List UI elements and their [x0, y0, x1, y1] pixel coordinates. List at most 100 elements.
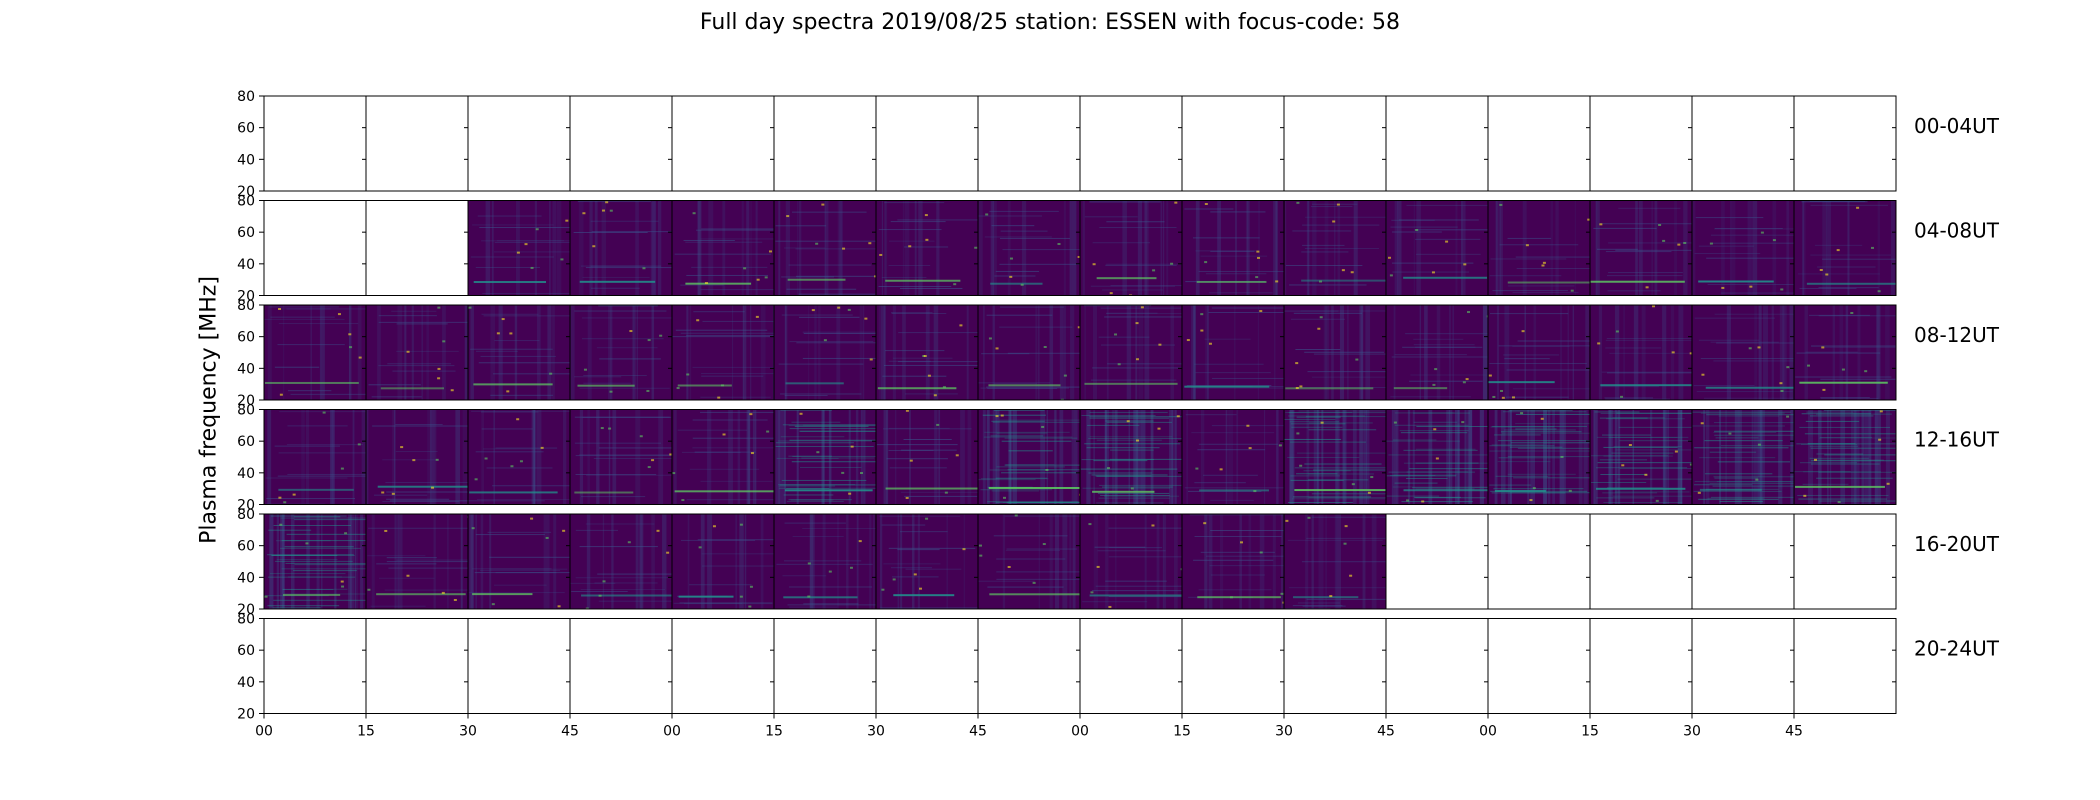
- spectrum-line: [1713, 431, 1777, 433]
- spectrum-speckle: [925, 517, 929, 520]
- spectrum-streak: [722, 200, 726, 296]
- spectrum-streak: [1008, 409, 1012, 505]
- spectrum-streak: [747, 409, 751, 505]
- spectrum-speckle: [1434, 368, 1438, 371]
- spectrum-streak: [821, 409, 825, 505]
- spectrum-streak: [1195, 200, 1200, 296]
- spectrum-line: [881, 524, 926, 526]
- spectrum-streak: [1678, 305, 1684, 400]
- spectrum-line: [904, 246, 949, 248]
- spectrum-streak: [784, 409, 786, 505]
- spectrum-line: [1498, 440, 1590, 442]
- spectrum-streak: [1071, 200, 1077, 296]
- spectrum-line: [1405, 333, 1488, 335]
- spectrum-streak: [1084, 305, 1087, 400]
- spectrum-streak: [1393, 305, 1396, 400]
- spectrum-line: [1710, 341, 1779, 343]
- spectrum-speckle: [1621, 464, 1625, 467]
- spectrum-speckle: [1864, 370, 1868, 373]
- spectrum-streak: [982, 409, 986, 505]
- spectrum-line: [586, 474, 672, 476]
- spectrum-speckle: [549, 372, 553, 375]
- spectrum-band: [1089, 594, 1182, 597]
- spectrum-line: [1794, 471, 1851, 473]
- spectrum-line: [1406, 471, 1469, 473]
- spectrum-line: [996, 558, 1066, 560]
- spectrum-streak: [1804, 305, 1808, 400]
- spectrum-speckle: [1090, 591, 1094, 594]
- spectrum-speckle: [516, 251, 520, 254]
- spectrum-line: [1503, 354, 1560, 356]
- spectrum-line: [1287, 501, 1353, 503]
- spectrum-line: [1110, 285, 1182, 287]
- spectrum-speckle: [1560, 455, 1564, 458]
- spectrum-line: [984, 431, 1070, 433]
- spectrum-line: [1401, 501, 1473, 503]
- spectrum-streak: [990, 200, 995, 296]
- spectrum-speckle: [1320, 421, 1324, 424]
- spectrum-streak: [485, 200, 491, 296]
- spectrum-speckle: [510, 465, 514, 468]
- spectrum-streak: [818, 305, 821, 400]
- spectrum-line: [802, 528, 876, 530]
- spectrum-streak: [1072, 514, 1076, 609]
- spectrum-streak: [427, 409, 432, 505]
- spectrum-line: [1192, 237, 1260, 239]
- spectrum-speckle: [1597, 342, 1601, 345]
- spectrum-line: [378, 365, 455, 367]
- spectrum-line: [1698, 498, 1779, 500]
- spectrum-speckle: [1615, 330, 1619, 333]
- spectrum-speckle: [1077, 326, 1080, 329]
- spectrum-band: [1197, 596, 1281, 599]
- spectrum-streak: [1726, 305, 1732, 400]
- spectrum-streak: [1144, 514, 1147, 609]
- spectrum-line: [791, 211, 867, 213]
- spectrum-line: [1391, 356, 1488, 358]
- spectrum-speckle: [1126, 420, 1130, 423]
- spectrum-line: [1108, 527, 1182, 529]
- row-label: 12-16UT: [1914, 428, 2000, 452]
- spectrum-line: [1210, 499, 1254, 501]
- spectrum-line: [1820, 378, 1896, 380]
- spectrum-background: [1182, 409, 1284, 505]
- spectrum-line: [786, 288, 857, 290]
- spectrum-line: [1301, 561, 1386, 563]
- spectrum-line: [1492, 290, 1569, 292]
- spectrum-line: [272, 607, 321, 609]
- spectrum-streak: [657, 200, 662, 296]
- spectrum-streak: [1680, 409, 1683, 505]
- spectrum-line: [1106, 421, 1172, 423]
- spectrum-line: [1186, 385, 1272, 387]
- spectrum-line: [1820, 397, 1870, 399]
- spectrum-line: [876, 444, 958, 446]
- spectrum-streak: [1311, 514, 1314, 609]
- spectrum-streak: [1307, 200, 1309, 296]
- spectrum-line: [385, 482, 468, 484]
- spectrum-streak: [1234, 305, 1236, 400]
- spectrum-line: [1406, 204, 1488, 206]
- spectrum-line: [1515, 256, 1590, 258]
- spectrum-streak: [481, 409, 485, 505]
- spectrum-speckle: [995, 415, 999, 418]
- spectrum-line: [675, 329, 768, 331]
- panel-frame: [773, 95, 877, 192]
- spectrum-streak: [1362, 514, 1366, 609]
- spectrum-line: [478, 362, 570, 364]
- spectrum-line: [1000, 306, 1064, 308]
- spectrum-line: [978, 382, 1051, 384]
- spectrum-streak: [1827, 409, 1829, 505]
- spectrum-streak: [946, 514, 948, 609]
- spectrum-line: [1097, 492, 1170, 494]
- spectrum-line: [1810, 254, 1892, 256]
- spectrum-streak: [1533, 305, 1537, 400]
- spectrum-streak: [1007, 200, 1011, 296]
- spectrum-speckle: [1319, 280, 1323, 283]
- spectrum-streak: [1397, 200, 1402, 296]
- spectrum-line: [1693, 490, 1782, 492]
- spectrum-line: [692, 419, 768, 421]
- spectrum-streak: [1772, 200, 1777, 296]
- spectrum-line: [996, 466, 1065, 468]
- spectrum-speckle: [506, 390, 510, 393]
- spectrum-line: [280, 517, 366, 519]
- spectrum-speckle: [1465, 378, 1469, 381]
